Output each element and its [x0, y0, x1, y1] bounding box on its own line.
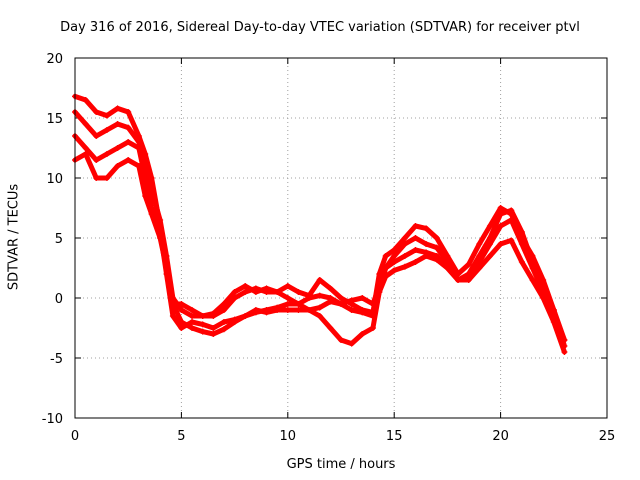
series-segment — [142, 193, 155, 217]
series-segment — [83, 151, 99, 181]
y-tick-label: 5 — [55, 232, 63, 247]
series-segment — [487, 205, 504, 229]
series-segment — [391, 241, 408, 259]
series-segment — [444, 259, 461, 283]
series-segment — [434, 253, 450, 271]
series-segment — [476, 253, 493, 271]
series-segment — [136, 163, 148, 199]
y-tick-label: 20 — [46, 52, 63, 67]
plot-frame — [74, 57, 608, 419]
series-segment — [370, 289, 382, 331]
series-segment — [434, 245, 450, 265]
series-segment — [530, 277, 546, 301]
grid-lines — [75, 58, 607, 418]
series-segment — [476, 235, 493, 259]
series-segment — [487, 241, 504, 259]
series-segment — [136, 145, 148, 181]
series-segment — [402, 223, 418, 241]
series-segment — [142, 175, 155, 211]
series-segment — [519, 259, 536, 283]
series-segment — [391, 235, 408, 253]
data-point — [561, 349, 568, 355]
series-segment — [72, 133, 89, 151]
series-segment — [164, 265, 176, 307]
x-tick-label: 25 — [599, 429, 616, 444]
series-segment — [221, 295, 238, 313]
data-point — [561, 343, 568, 349]
series-segment — [317, 313, 333, 331]
series-segment — [530, 253, 546, 283]
series-segment — [157, 235, 170, 271]
series-segment — [170, 301, 184, 325]
series-segment — [125, 109, 142, 139]
series-segment — [142, 157, 155, 193]
series-segment — [306, 277, 323, 299]
series-segment — [83, 145, 99, 163]
series-segment — [508, 211, 525, 241]
series-segment — [466, 241, 482, 267]
series-segment — [376, 265, 389, 295]
series-segment — [476, 241, 493, 265]
series-segment — [540, 277, 557, 313]
x-tick-label: 20 — [492, 429, 509, 444]
x-tick-label: 10 — [280, 429, 297, 444]
x-axis-label: GPS time / hours — [286, 457, 396, 472]
y-tick-label: -10 — [42, 412, 63, 427]
series-segment — [370, 271, 382, 315]
y-tick-label: 10 — [46, 172, 63, 187]
series-segment — [104, 163, 121, 181]
series-segment — [83, 121, 99, 139]
series-segment — [149, 211, 163, 241]
series-segment — [476, 223, 493, 247]
series-segment — [221, 289, 238, 307]
series-segment — [487, 211, 504, 241]
series-segment — [508, 237, 525, 265]
series-segment — [434, 235, 450, 259]
series-segment — [149, 187, 163, 223]
series-segment — [466, 253, 482, 277]
y-axis-label: SDTVAR / TECUs — [6, 183, 22, 291]
chart-title: Day 316 of 2016, Sidereal Day-to-day VTE… — [60, 20, 580, 35]
y-tick-label: 0 — [55, 292, 63, 307]
series-segment — [327, 325, 344, 343]
series-segment — [444, 253, 461, 277]
data-points — [72, 93, 568, 355]
y-tick-label: -5 — [50, 352, 63, 367]
series-segment — [376, 253, 389, 277]
series-segment — [72, 109, 89, 127]
series-segment — [125, 125, 142, 145]
series-segment — [83, 97, 99, 115]
series-segment — [487, 223, 504, 247]
y-tick-label: 15 — [46, 112, 63, 127]
x-tick-label: 0 — [71, 429, 79, 444]
series-segment — [551, 307, 567, 349]
x-tick-label: 15 — [386, 429, 403, 444]
series-segment — [519, 235, 536, 259]
x-tick-label: 5 — [177, 429, 185, 444]
